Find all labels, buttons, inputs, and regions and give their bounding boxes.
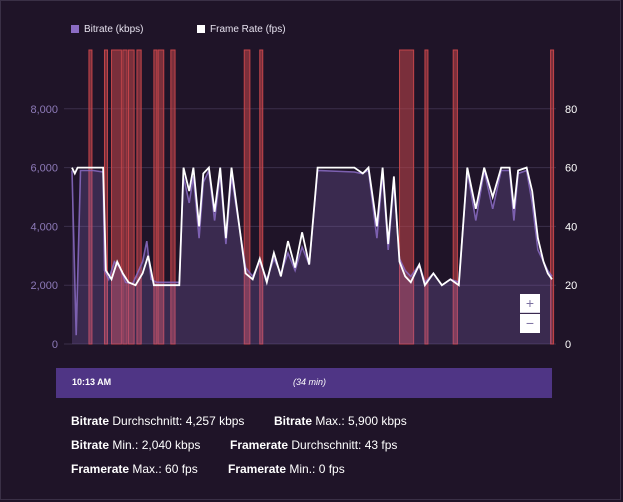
legend-fps[interactable]: Frame Rate (fps) <box>197 22 286 36</box>
right-axis-tick-label: 20 <box>565 280 577 292</box>
stat-framerate-min: Framerate Min.: 0 fps <box>228 462 345 476</box>
series-line-framerate <box>71 165 553 288</box>
dropped-frame-band <box>136 49 142 345</box>
dropped-frame-band <box>111 49 122 345</box>
right-axis-tick-label: 80 <box>565 104 577 116</box>
left-axis-tick-label: 0 <box>52 339 58 351</box>
dropped-frame-band <box>452 49 458 345</box>
dropped-frame-band <box>122 49 128 345</box>
zoom-in-button[interactable]: + <box>520 294 540 313</box>
legend-bitrate[interactable]: Bitrate (kbps) <box>71 22 143 36</box>
stat-value: Min.: 2,040 kbps <box>109 438 201 452</box>
left-axis-tick-label: 8,000 <box>30 104 58 116</box>
dropped-frame-band <box>153 49 158 345</box>
zoom-out-button[interactable]: − <box>520 314 540 333</box>
stat-bitrate-min: Bitrate Min.: 2,040 kbps <box>71 438 200 452</box>
timeline-start-time: 10:13 AM <box>72 377 112 387</box>
stat-value: Min.: 0 fps <box>286 462 345 476</box>
dropped-frame-band <box>424 49 429 345</box>
left-axis-tick-label: 2,000 <box>30 280 58 292</box>
right-axis-tick-label: 40 <box>565 221 577 233</box>
stat-bitrate-max: Bitrate Max.: 5,900 kbps <box>274 414 407 428</box>
timeline-navigator[interactable]: 10:13 AM (34 min) <box>56 368 552 398</box>
stat-term: Bitrate <box>71 414 110 428</box>
dropped-frame-band <box>259 49 264 345</box>
stat-framerate-max: Framerate Max.: 60 fps <box>71 462 198 476</box>
series-area-bitrate <box>72 170 552 344</box>
stat-value: Durchschnitt: 43 fps <box>288 438 398 452</box>
legend-fps-swatch <box>197 25 205 33</box>
right-axis-tick-label: 60 <box>565 163 577 175</box>
dropped-frame-band <box>127 49 135 345</box>
stat-value: Max.: 5,900 kbps <box>312 414 407 428</box>
legend-fps-label: Frame Rate (fps) <box>210 23 286 35</box>
left-axis-tick-label: 6,000 <box>30 163 58 175</box>
stat-framerate-avg: Framerate Durchschnitt: 43 fps <box>230 438 397 452</box>
dropped-frame-band <box>157 49 165 345</box>
stat-term: Framerate <box>230 438 289 452</box>
stat-term: Framerate <box>228 462 287 476</box>
timeline-duration: (34 min) <box>293 377 327 387</box>
stat-term: Bitrate <box>71 438 110 452</box>
right-axis-tick-label: 0 <box>565 339 571 351</box>
stat-value: Durchschnitt: 4,257 kbps <box>109 414 245 428</box>
stat-term: Bitrate <box>274 414 313 428</box>
legend-bitrate-label: Bitrate (kbps) <box>84 23 144 35</box>
dropped-frame-band <box>170 49 176 345</box>
legend-bitrate-swatch <box>71 25 79 33</box>
left-axis-tick-label: 4,000 <box>30 221 58 233</box>
stat-term: Framerate <box>71 462 130 476</box>
dropped-frame-band <box>550 49 555 345</box>
dropped-frame-band <box>243 49 251 345</box>
stat-value: Max.: 60 fps <box>129 462 198 476</box>
stat-bitrate-avg: Bitrate Durchschnitt: 4,257 kbps <box>71 414 244 428</box>
dropped-frame-band <box>88 49 93 345</box>
